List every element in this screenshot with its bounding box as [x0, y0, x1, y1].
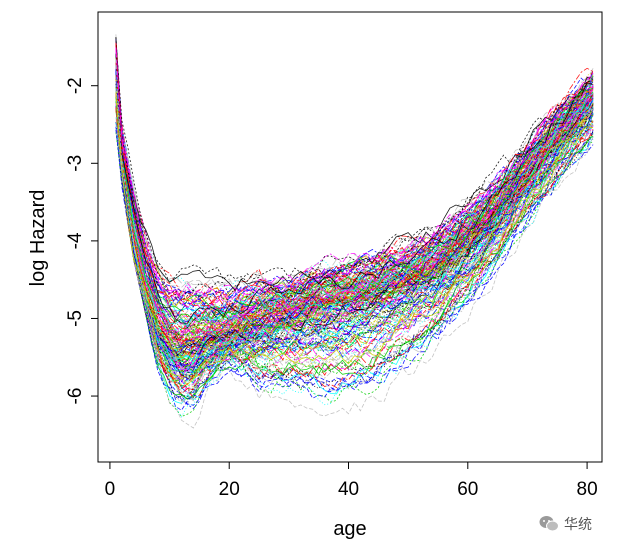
- series-line: [115, 77, 594, 374]
- watermark-text: 华统: [564, 517, 592, 533]
- series-line: [115, 49, 594, 300]
- x-tick-label: 0: [105, 479, 116, 500]
- series-line: [115, 92, 594, 386]
- series-line: [115, 59, 594, 323]
- series-line: [115, 59, 594, 352]
- x-tick-label: 60: [457, 479, 478, 500]
- series-line: [115, 46, 594, 299]
- series-line: [115, 95, 594, 388]
- x-axis-title: age: [333, 518, 366, 540]
- series-line: [115, 129, 594, 429]
- series-line: [115, 40, 594, 302]
- series-line: [115, 105, 594, 399]
- series-line: [115, 81, 594, 370]
- series-line: [115, 89, 594, 395]
- series-line: [115, 79, 594, 383]
- series-line: [115, 129, 594, 411]
- series-line: [115, 52, 594, 351]
- series-line: [115, 55, 594, 337]
- series-line: [115, 55, 594, 360]
- series-line: [115, 54, 594, 308]
- watermark: 华统: [538, 511, 618, 537]
- series-line: [115, 122, 594, 418]
- series-line: [115, 39, 594, 308]
- series-line: [115, 42, 594, 306]
- axis-layer: 0 20 40 60 80 -6 -5 -4 -3 -2: [65, 77, 598, 500]
- x-tick-label: 80: [577, 479, 598, 500]
- series-line: [115, 83, 594, 378]
- series-line: [115, 55, 594, 349]
- y-tick-label: -6: [65, 388, 86, 405]
- series-line: [115, 74, 594, 361]
- series-line: [115, 121, 594, 406]
- series-line: [115, 69, 594, 357]
- series-line: [115, 53, 594, 351]
- series-line: [115, 56, 594, 343]
- series-line: [115, 59, 594, 328]
- y-tick-label: -2: [65, 77, 86, 94]
- series-line: [115, 107, 594, 401]
- series-line: [115, 84, 594, 372]
- series-line: [115, 79, 594, 376]
- y-tick-label: -4: [65, 232, 86, 249]
- series-line: [115, 59, 594, 356]
- series-line: [115, 122, 594, 399]
- y-tick-label: -3: [65, 155, 86, 172]
- series-line: [115, 64, 594, 339]
- series-line: [115, 107, 594, 400]
- series-line: [115, 54, 594, 342]
- series-line: [115, 46, 594, 320]
- series-line: [115, 36, 594, 299]
- y-axis-title: log Hazard: [27, 190, 49, 287]
- series-line: [115, 67, 594, 373]
- series-line: [115, 101, 594, 397]
- series-line: [115, 108, 594, 391]
- series-line: [115, 81, 594, 388]
- series-line: [115, 52, 594, 339]
- series-line: [115, 74, 594, 372]
- series-line: [115, 76, 594, 372]
- series-layer: [115, 34, 594, 429]
- series-line: [115, 92, 594, 386]
- series-line: [115, 82, 594, 374]
- series-line: [115, 57, 594, 347]
- x-tick-label: 40: [338, 479, 359, 500]
- wechat-icon: [539, 516, 559, 532]
- series-line: [115, 61, 594, 358]
- series-line: [115, 53, 594, 324]
- series-line: [115, 82, 594, 374]
- series-line: [115, 90, 594, 373]
- series-line: [115, 49, 594, 316]
- series-line: [115, 97, 594, 400]
- series-line: [115, 45, 594, 308]
- series-line: [115, 50, 594, 297]
- series-line: [115, 72, 594, 369]
- series-line: [115, 132, 594, 417]
- y-tick-label: -5: [65, 310, 86, 327]
- series-line: [115, 59, 594, 330]
- x-tick-label: 20: [219, 479, 240, 500]
- series-line: [115, 52, 594, 349]
- plot-frame: [97, 11, 603, 463]
- series-line: [115, 101, 594, 399]
- series-line: [115, 56, 594, 360]
- series-line: [115, 55, 594, 336]
- series-line: [115, 92, 594, 390]
- series-line: [115, 60, 594, 357]
- series-line: [115, 37, 594, 292]
